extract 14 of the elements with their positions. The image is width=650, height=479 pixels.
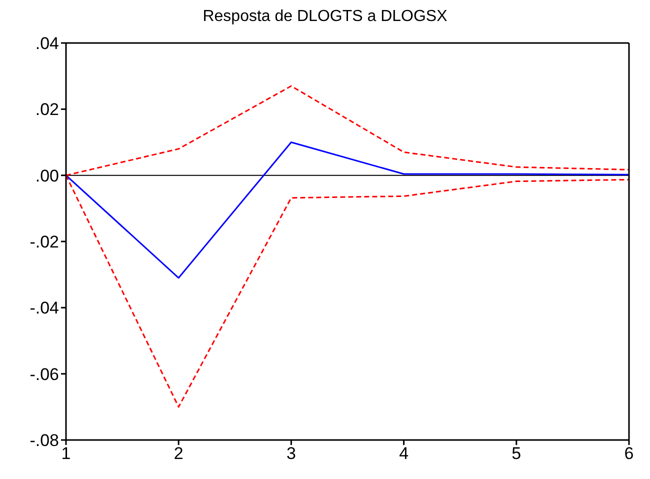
x-tick-label: 3 [286,444,296,464]
y-tick-label: -.02 [30,232,59,252]
chart-title: Resposta de DLOGTS a DLOGSX [202,8,448,27]
y-tick-label: -.08 [30,431,59,450]
x-tick-label: 5 [512,444,522,464]
y-tick-label: .04 [35,34,59,54]
x-tick-label: 1 [61,444,71,464]
x-tick-label: 4 [399,444,409,464]
y-tick-label: -.06 [30,364,59,384]
x-tick-label: 6 [624,444,634,464]
y-tick-label: -.04 [30,298,59,318]
y-tick-label: .00 [35,166,59,186]
x-tick-label: 2 [174,444,184,464]
y-tick-label: .02 [35,100,59,120]
